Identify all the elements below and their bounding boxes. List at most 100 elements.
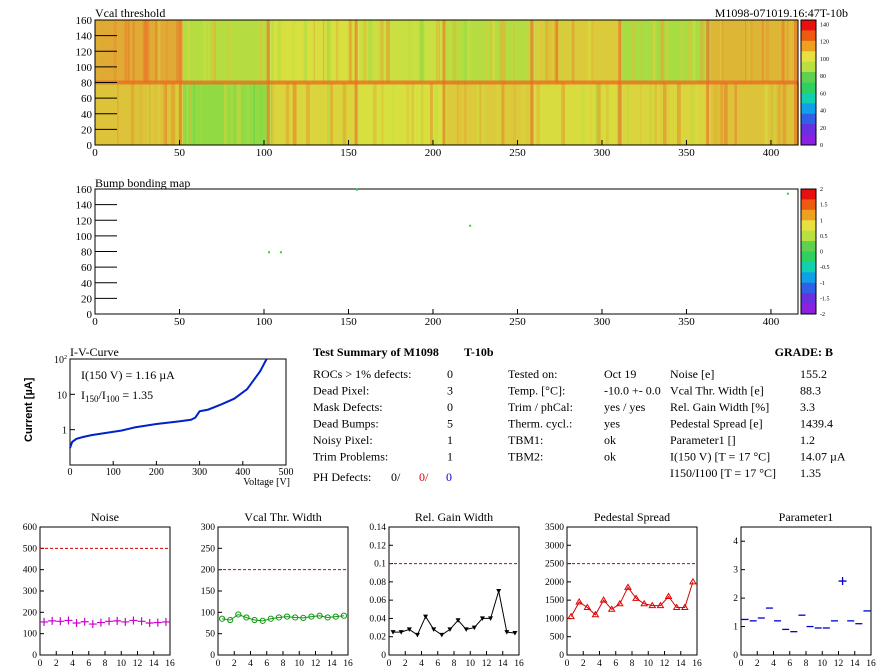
vcal-texture bbox=[501, 82, 505, 145]
plot-xtick-label: 4 bbox=[248, 659, 253, 669]
plot-ytick-label: 3500 bbox=[545, 523, 564, 533]
vcal-texture bbox=[690, 82, 695, 145]
ph-defects-label: PH Defects: bbox=[313, 470, 371, 484]
vcal-texture bbox=[520, 82, 523, 145]
summary-right-value: 1439.4 bbox=[800, 417, 833, 431]
vcal-edge bbox=[266, 82, 270, 145]
plot-point bbox=[583, 603, 592, 610]
plot-point bbox=[406, 627, 412, 632]
vcal-texture bbox=[543, 20, 546, 83]
plot-title: Rel. Gain Width bbox=[415, 510, 493, 524]
plot-point bbox=[607, 605, 616, 612]
iv-annotation-current: I(150 V) = 1.16 µA bbox=[81, 368, 175, 382]
vcal-texture bbox=[211, 20, 215, 83]
vcal-xtick-label: 150 bbox=[340, 147, 357, 159]
bump-defect-point bbox=[279, 251, 282, 254]
vcal-texture bbox=[200, 82, 202, 145]
vcal-texture bbox=[253, 82, 255, 145]
vcal-texture bbox=[749, 20, 753, 83]
vcal-texture bbox=[679, 82, 682, 145]
summary-mid-label: TBM1: bbox=[508, 433, 543, 447]
vcal-edge bbox=[618, 20, 622, 83]
vcal-texture bbox=[703, 20, 707, 83]
plot-ytick-label: 0.1 bbox=[374, 560, 386, 570]
vcal-texture bbox=[375, 82, 377, 145]
vcal-texture bbox=[787, 20, 789, 83]
vcal-texture bbox=[303, 20, 308, 83]
plot-xtick-label: 6 bbox=[86, 659, 91, 669]
vcal-texture bbox=[448, 20, 451, 83]
ph-defects-v3: 0 bbox=[446, 470, 452, 484]
vcal-texture bbox=[723, 82, 728, 145]
plot-xtick-label: 14 bbox=[327, 659, 337, 669]
vcal-texture bbox=[130, 82, 135, 145]
plot-title: Noise bbox=[91, 510, 119, 524]
vcal-texture bbox=[666, 82, 670, 145]
plot-point bbox=[496, 589, 502, 594]
plot-point bbox=[64, 616, 73, 625]
plot-xtick-label: 4 bbox=[771, 659, 776, 669]
summary-left-value: 0 bbox=[447, 400, 453, 414]
plot-xtick-label: 6 bbox=[613, 659, 618, 669]
plot-point bbox=[455, 618, 461, 623]
vcal-ytick-label: 80 bbox=[81, 78, 93, 90]
vcal-palette-band bbox=[801, 72, 816, 83]
summary-tag: T-10b bbox=[464, 345, 494, 359]
plot-point bbox=[88, 620, 97, 629]
ph-defects-v1: 0/ bbox=[391, 470, 401, 484]
plot-xtick-label: 6 bbox=[435, 659, 440, 669]
vcal-texture bbox=[313, 20, 315, 83]
vcal-texture bbox=[419, 20, 423, 83]
plot-point bbox=[390, 630, 396, 635]
vcal-texture bbox=[764, 82, 768, 145]
plot-xtick-label: 10 bbox=[644, 659, 654, 669]
plot-point bbox=[567, 612, 575, 620]
vcal-color-palette: 0 20 40 60 80 100 120 140 bbox=[800, 19, 829, 149]
vcal-texture bbox=[228, 20, 231, 83]
plot-point bbox=[504, 630, 510, 635]
plot-frame bbox=[217, 526, 349, 656]
bump-xtick-label: 400 bbox=[763, 316, 780, 328]
plot-xtick-label: 10 bbox=[466, 659, 476, 669]
bump-ytick-label: 160 bbox=[76, 184, 93, 196]
vcal-texture bbox=[734, 82, 737, 145]
test-summary: Test Summary of M1098 T-10b GRADE: B ROC… bbox=[313, 345, 846, 484]
vcal-texture bbox=[411, 82, 415, 145]
vcal-texture bbox=[660, 20, 664, 83]
bump-palette-label: -1 bbox=[820, 281, 825, 287]
vcal-texture bbox=[224, 82, 228, 145]
vcal-texture bbox=[496, 82, 499, 145]
plot-point bbox=[332, 613, 339, 620]
vcal-texture bbox=[791, 20, 793, 83]
vcal-texture bbox=[526, 20, 531, 83]
bump-palette-band bbox=[801, 282, 816, 294]
vcal-texture bbox=[293, 82, 297, 145]
vcal-threshold-map: 0 50 100 150 200 250 300 350 4000204060801001201… bbox=[76, 6, 849, 159]
vcal-texture bbox=[363, 20, 367, 83]
vcal-texture bbox=[270, 20, 274, 83]
vcal-texture bbox=[368, 20, 373, 83]
plot-point bbox=[664, 592, 673, 599]
ph-defects-v2: 0/ bbox=[419, 470, 429, 484]
vcal-texture bbox=[139, 82, 143, 145]
iv-ytick-label: 10 bbox=[57, 390, 67, 401]
plot-xtick-label: 14 bbox=[498, 659, 508, 669]
bump-palette-band bbox=[801, 230, 816, 242]
plot-xtick-label: 0 bbox=[387, 659, 392, 669]
plot-point bbox=[656, 601, 665, 609]
summary-right-value: 1.2 bbox=[800, 433, 815, 447]
plot-xtick-label: 0 bbox=[38, 659, 43, 669]
plot-point bbox=[471, 625, 477, 631]
iv-annotation-ratio: I150/I100 = 1.35 bbox=[81, 388, 153, 404]
vcal-ytick-label: 60 bbox=[81, 93, 93, 105]
iv-xtick-label: 300 bbox=[192, 467, 207, 478]
vcal-texture bbox=[277, 20, 282, 83]
plot-point bbox=[161, 617, 170, 626]
bump-defect-point bbox=[355, 188, 358, 191]
summary-left-value: 5 bbox=[447, 417, 453, 431]
bump-palette-label: 0.5 bbox=[820, 234, 828, 240]
plot-frame bbox=[566, 526, 698, 656]
grade: GRADE: B bbox=[775, 345, 833, 359]
bump-ytick-label: 120 bbox=[76, 215, 93, 227]
vcal-roc-bottom-5 bbox=[534, 82, 623, 145]
